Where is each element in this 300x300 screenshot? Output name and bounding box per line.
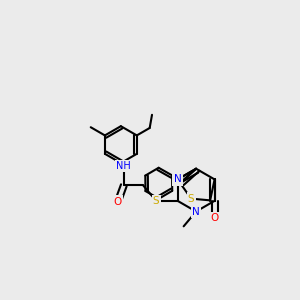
Text: S: S — [188, 194, 194, 204]
Text: N: N — [192, 206, 200, 217]
Text: N: N — [174, 174, 182, 184]
Text: NH: NH — [116, 161, 131, 171]
Text: O: O — [211, 213, 219, 223]
Text: S: S — [153, 196, 159, 206]
Text: O: O — [114, 196, 122, 206]
